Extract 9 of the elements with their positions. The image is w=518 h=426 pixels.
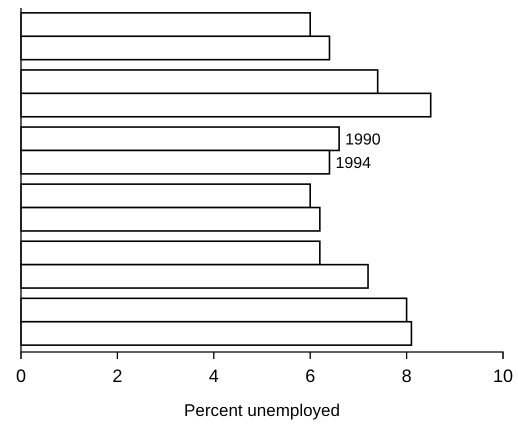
x-tick-label: 2 — [112, 366, 122, 386]
x-tick-label: 0 — [16, 366, 26, 386]
x-tick-label: 6 — [305, 366, 316, 386]
x-axis-title: Percent unemployed — [184, 401, 340, 420]
x-tick-label: 4 — [208, 366, 219, 386]
series-label: 1990 — [345, 131, 381, 148]
series-label: 1994 — [335, 154, 372, 172]
x-tick-label: 8 — [402, 366, 412, 386]
x-tick-label: 10 — [492, 366, 514, 386]
